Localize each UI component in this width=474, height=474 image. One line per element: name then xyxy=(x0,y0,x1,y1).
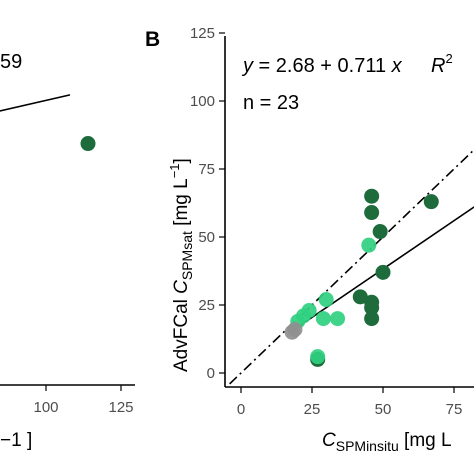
r2-label: R xyxy=(431,55,445,77)
y-label-end: ] xyxy=(171,158,192,163)
panel-a-r2-fragment: 59 xyxy=(0,51,22,73)
panel-a-x-tick-label: 100 xyxy=(33,399,58,416)
panel-a-marks xyxy=(0,94,96,152)
y-label-rest: [mg L xyxy=(171,178,192,231)
y-label-sub: SPMsat xyxy=(179,231,195,280)
equation-x: x xyxy=(391,55,403,77)
panel-b-point xyxy=(375,264,391,280)
panel-b-y-tick-label: 125 xyxy=(190,25,215,42)
panel-b-point xyxy=(315,311,331,327)
equation-y: y xyxy=(241,55,254,77)
panel-b-y-tick-label: 0 xyxy=(207,365,215,382)
panel-b-identity-line xyxy=(229,148,474,385)
panel-a: 100 125 59 −1 ] xyxy=(0,51,135,451)
panel-b: B 0 25 50 75 0 25 50 75 100 125 y = 2.68 + 0.711 … xyxy=(145,25,474,454)
panel-a-x-ticks: 100 125 xyxy=(33,385,134,416)
panel-b-point xyxy=(364,300,380,316)
panel-b-r2: R2 xyxy=(431,51,453,77)
panel-b-point xyxy=(372,224,388,240)
panel-b-fit-line xyxy=(288,206,474,334)
panel-b-letter: B xyxy=(145,28,160,51)
equation-mid: = 2.68 + 0.711 xyxy=(253,55,392,77)
panel-a-x-tick-label: 125 xyxy=(108,399,133,416)
panel-b-lines xyxy=(229,148,474,385)
panel-b-y-tick-label: 100 xyxy=(190,93,215,110)
panel-b-x-tick-label: 50 xyxy=(375,401,392,418)
panel-b-y-tick-label: 25 xyxy=(198,297,215,314)
panel-b-point xyxy=(364,311,380,327)
panel-b-y-tick-label: 75 xyxy=(198,161,215,178)
panel-a-fit-line xyxy=(0,94,71,112)
y-label-sup: −1 xyxy=(167,163,182,178)
panel-b-equation: y = 2.68 + 0.711 x xyxy=(241,55,403,77)
panel-b-y-tick-label: 50 xyxy=(198,229,215,246)
panel-b-point xyxy=(364,188,380,204)
panel-b-x-tick-label: 25 xyxy=(304,401,321,418)
panel-b-n: n = 23 xyxy=(243,92,299,114)
panel-b-y-axis-label: AdvFCal CSPMsat [mg L−1] xyxy=(167,158,195,372)
panel-b-x-axis-label: CSPMinsitu [mg L xyxy=(322,430,452,454)
panel-a-x-axis-label-fragment: −1 ] xyxy=(0,430,32,451)
panel-a-point xyxy=(80,136,96,152)
x-label-sub: SPMinsitu xyxy=(336,438,399,454)
r2-sup: 2 xyxy=(445,51,452,66)
panel-b-point xyxy=(318,292,334,308)
y-label-main: C xyxy=(171,280,192,294)
panel-b-points xyxy=(284,188,439,367)
panel-b-point xyxy=(310,349,326,365)
panel-b-ticks: 0 25 50 75 0 25 50 75 100 125 xyxy=(190,25,462,418)
x-label-main: C xyxy=(322,430,336,451)
panel-b-point xyxy=(361,237,377,253)
y-label-prefix: AdvFCal xyxy=(171,294,192,372)
panel-b-point xyxy=(352,289,368,305)
panel-b-point xyxy=(364,205,380,221)
panel-b-point xyxy=(423,194,439,210)
panel-b-point xyxy=(287,321,303,337)
panel-b-point xyxy=(330,311,346,327)
x-label-rest: [mg L xyxy=(399,430,452,451)
panel-b-x-tick-label: 0 xyxy=(237,401,245,418)
panel-b-x-tick-label: 75 xyxy=(446,401,463,418)
